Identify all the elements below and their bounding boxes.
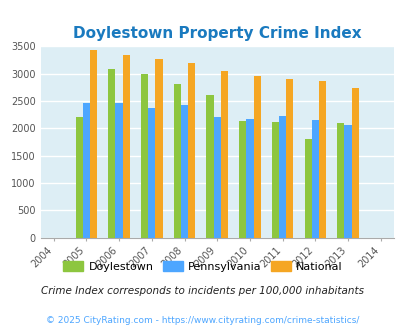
Bar: [253, 76, 260, 238]
Text: Crime Index corresponds to incidents per 100,000 inhabitants: Crime Index corresponds to incidents per…: [41, 286, 364, 296]
Bar: [108, 69, 115, 238]
Bar: [75, 117, 83, 238]
Bar: [220, 71, 228, 238]
Bar: [83, 103, 90, 238]
Text: © 2025 CityRating.com - https://www.cityrating.com/crime-statistics/: © 2025 CityRating.com - https://www.city…: [46, 316, 359, 325]
Bar: [337, 123, 343, 238]
Bar: [351, 88, 358, 238]
Bar: [173, 84, 181, 238]
Bar: [318, 81, 325, 238]
Bar: [181, 105, 188, 238]
Bar: [206, 95, 213, 238]
Bar: [141, 74, 148, 238]
Bar: [246, 119, 253, 238]
Bar: [286, 79, 293, 238]
Bar: [115, 103, 122, 238]
Bar: [343, 125, 351, 238]
Bar: [148, 108, 155, 238]
Bar: [278, 115, 286, 238]
Bar: [239, 120, 246, 238]
Bar: [90, 50, 97, 238]
Bar: [311, 120, 318, 238]
Bar: [155, 59, 162, 238]
Bar: [304, 139, 311, 238]
Legend: Doylestown, Pennsylvania, National: Doylestown, Pennsylvania, National: [59, 256, 346, 276]
Title: Doylestown Property Crime Index: Doylestown Property Crime Index: [73, 26, 360, 41]
Bar: [213, 117, 220, 238]
Bar: [271, 122, 278, 238]
Bar: [188, 63, 195, 238]
Bar: [122, 55, 130, 238]
